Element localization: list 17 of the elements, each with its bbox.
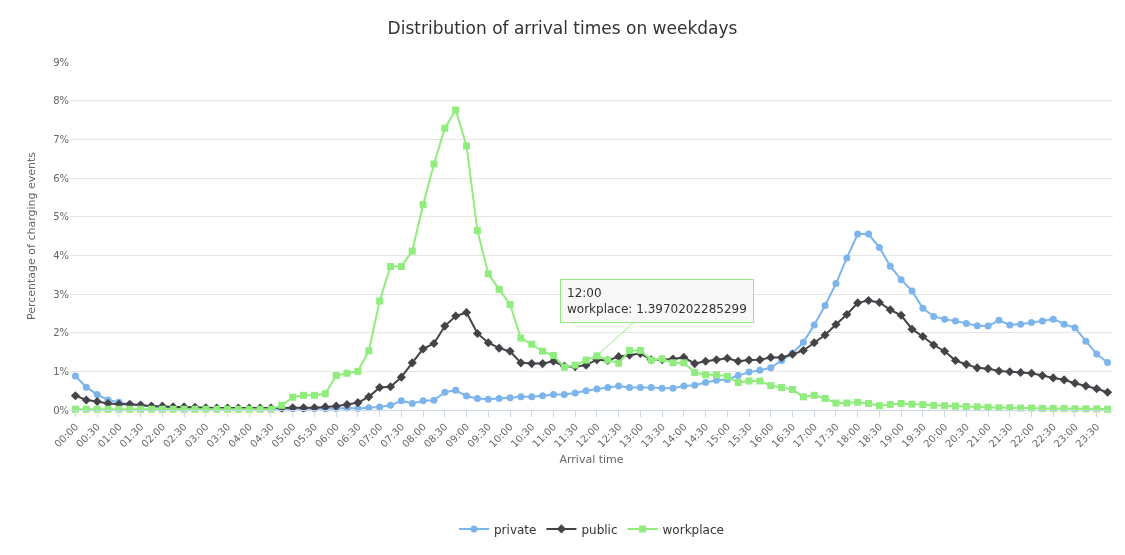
legend-label: workplace	[662, 522, 724, 537]
chart-title: Distribution of arrival times on weekdays	[387, 18, 738, 39]
legend-label: public	[581, 522, 618, 537]
y-tick-label: 2%	[53, 327, 69, 339]
annotation: 12:00 workplace: 1.3970202285299	[567, 286, 747, 316]
y-tick-label: 0%	[53, 404, 69, 416]
legend-label: private	[494, 522, 537, 537]
y-tick-label: 1%	[53, 365, 69, 377]
y-tick-label: 4%	[53, 249, 69, 261]
y-tick-label: 8%	[53, 95, 69, 107]
y-tick-label: 5%	[53, 211, 69, 223]
y-tick-label: 7%	[53, 133, 69, 145]
y-tick-label: 6%	[53, 172, 69, 184]
y-tick-label: 9%	[53, 56, 69, 68]
y-tick-label: 3%	[53, 288, 69, 300]
x-axis-title: Arrival time	[559, 452, 624, 466]
y-axis-title: Percentage of charging events	[24, 151, 38, 321]
